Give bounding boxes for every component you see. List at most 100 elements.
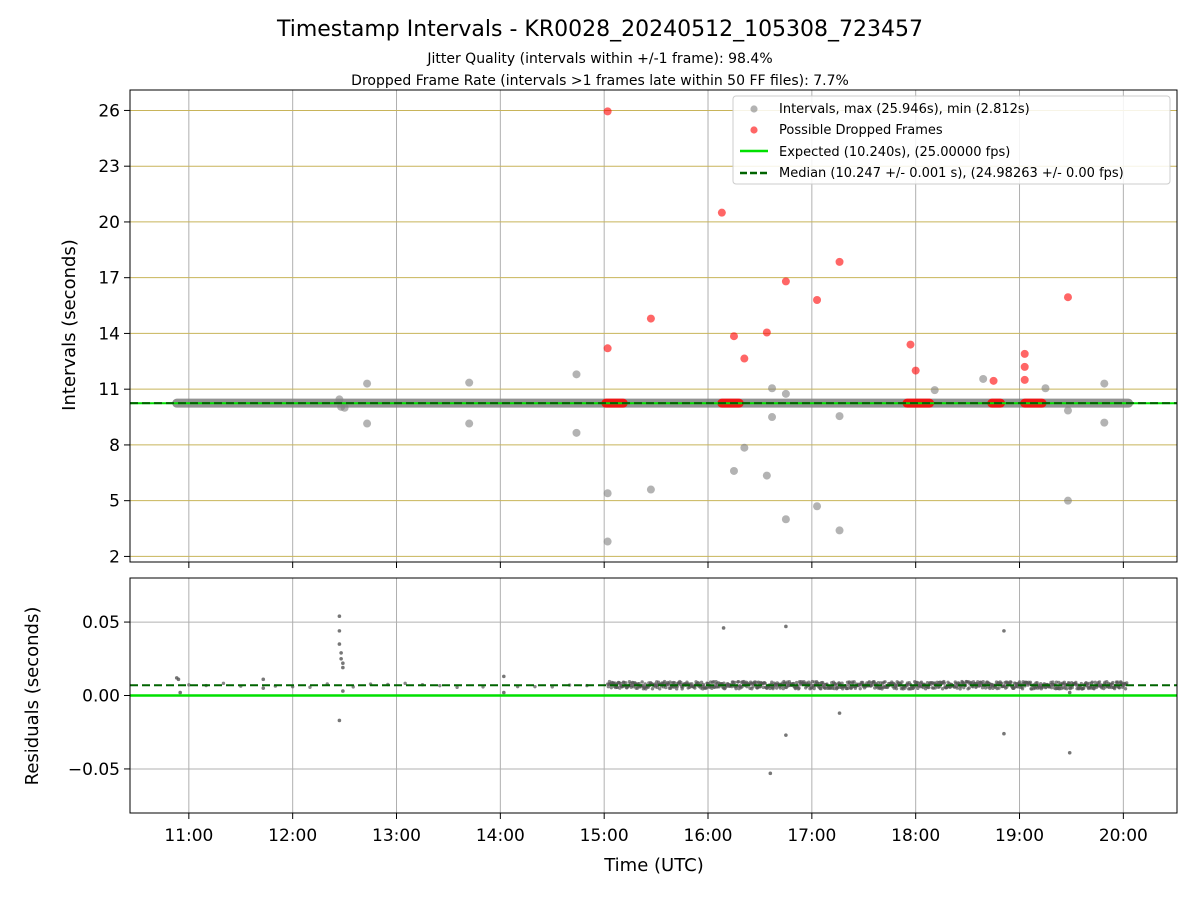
x-tick-label: 11:00 (164, 826, 213, 846)
interval-point (335, 395, 344, 404)
residual-point (1111, 680, 1115, 685)
dropped-frame-point (646, 314, 655, 323)
intervals-frame (129, 89, 1178, 563)
residual-point (955, 686, 959, 690)
legend-marker-intervals (750, 105, 758, 113)
dropped-frame-point (835, 257, 844, 266)
x-tick-label: 12:00 (268, 826, 317, 846)
interval-point (813, 502, 822, 511)
dropped-frame-point (717, 208, 726, 217)
dropped-frame-point (740, 354, 749, 363)
residual-point (1028, 680, 1033, 685)
residual-point (339, 656, 343, 661)
residual-point (721, 626, 726, 630)
interval-point (740, 443, 749, 452)
residual-point (763, 681, 767, 685)
legend-label-expected: Expected (10.240s), (25.00000 fps) (779, 145, 1010, 160)
interval-point (363, 419, 372, 428)
residual-point (221, 681, 226, 686)
residual-point (662, 679, 667, 684)
y-tick-label: 0.05 (82, 613, 120, 633)
interval-point (979, 374, 988, 383)
residual-point (308, 685, 312, 689)
dropped-frame-point (603, 107, 612, 116)
residual-point (967, 686, 971, 690)
residual-point (768, 771, 773, 776)
y-tick-label: 5 (109, 492, 120, 512)
residual-point (784, 733, 788, 737)
interval-point (835, 412, 844, 421)
residual-point (900, 680, 904, 684)
chart-subtitle-dropped: Dropped Frame Rate (intervals >1 frames … (351, 73, 849, 89)
residual-point (870, 683, 875, 687)
residual-point (894, 686, 899, 691)
residual-point (1002, 731, 1006, 736)
interval-point (781, 515, 790, 524)
residual-point (337, 642, 342, 646)
y-tick-label: 2 (109, 547, 120, 567)
y-tick-label: 17 (98, 269, 120, 289)
residual-point (1125, 681, 1129, 685)
x-tick-label: 16:00 (684, 826, 733, 846)
residual-point (997, 686, 1001, 690)
residual-point (178, 690, 182, 695)
y-tick-label: 23 (98, 157, 120, 177)
residual-point (999, 681, 1004, 685)
legend-marker-dropped (750, 126, 758, 134)
interval-point (363, 379, 372, 388)
residual-point (926, 685, 931, 690)
residual-point (778, 686, 782, 690)
residual-point (455, 685, 459, 690)
residual-point (734, 686, 738, 691)
legend: Intervals, max (25.946s), min (2.812s) P… (732, 95, 1171, 185)
interval-point (1100, 418, 1109, 427)
residual-point (819, 687, 823, 691)
residuals-axes: −0.05 0.00 0.05 11:00 12:00 13:00 14:00 15:00 16… (68, 577, 1178, 846)
residual-point (704, 686, 709, 690)
y-tick-label: 26 (98, 101, 120, 121)
interval-point (572, 370, 581, 379)
x-tick-label: 19:00 (995, 826, 1044, 846)
y-tick-label: 20 (98, 213, 120, 233)
dropped-frame-point (762, 328, 771, 337)
residual-point (341, 689, 345, 693)
interval-point (646, 485, 655, 494)
interval-point (572, 428, 581, 437)
y-tick-label: 0.00 (82, 687, 120, 707)
residual-point (337, 629, 342, 633)
residual-point (187, 683, 191, 687)
residual-point (794, 680, 799, 685)
dropped-frame-point (813, 295, 822, 304)
interval-point (340, 403, 349, 412)
chart-subtitle-jitter: Jitter Quality (intervals within +/-1 fr… (426, 51, 772, 67)
residual-point (784, 624, 788, 629)
x-tick-label: 13:00 (372, 826, 421, 846)
residual-point (341, 665, 345, 670)
interval-point (465, 419, 474, 428)
interval-point (768, 384, 777, 393)
residual-point (337, 614, 342, 618)
dropped-frame-point (906, 340, 915, 349)
residual-point (1123, 687, 1128, 691)
residual-point (624, 681, 628, 685)
dropped-frame-point (911, 366, 920, 375)
dropped-frame-point (781, 277, 790, 286)
residuals-plot (130, 614, 1177, 776)
y-tick-label: 8 (109, 436, 120, 456)
residual-point (1051, 680, 1055, 684)
residual-point (339, 651, 343, 655)
residual-point (650, 687, 655, 691)
interval-point (465, 378, 474, 387)
dropped-frame-point (603, 344, 612, 353)
interval-point (762, 471, 771, 480)
residual-point (1005, 685, 1009, 689)
dropped-frame-point (729, 332, 738, 341)
x-tick-label: 15:00 (580, 826, 629, 846)
residual-point (751, 685, 755, 689)
residual-point (761, 685, 766, 690)
residual-point (1097, 680, 1102, 684)
interval-point (1063, 406, 1072, 415)
residual-point (711, 679, 716, 684)
interval-point (729, 466, 738, 475)
x-tick-label: 14:00 (476, 826, 525, 846)
